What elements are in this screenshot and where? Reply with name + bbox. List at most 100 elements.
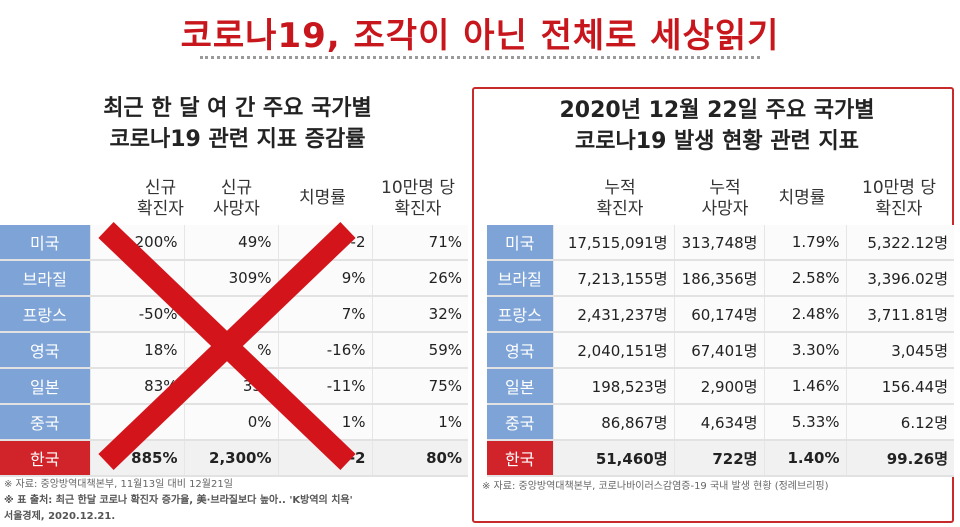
left-header-fatality-rate: 치명률	[280, 188, 365, 209]
left-table-source: ※ 표 출처: 최근 한달 코로나 확진자 증가율, 美·브라질보다 높아.. …	[4, 495, 353, 506]
value-cell: 1.40%	[763, 440, 846, 477]
value-cell: 60,174명	[673, 296, 764, 333]
left-table-source-date: 서울경제, 2020.12.21.	[4, 511, 116, 522]
value-cell: 186,356명	[673, 260, 764, 297]
header-line: 치명률	[299, 188, 346, 208]
value-cell: 18%	[89, 332, 184, 369]
value-cell: 2.48%	[763, 296, 846, 333]
table-row: 프랑스 2,431,237명 60,174명 2.48% 3,711.81명	[487, 296, 954, 333]
table-row: 브라질 7,213,155명 186,356명 2.58% 3,396.02명	[487, 260, 954, 297]
table-row: 일본 198,523명 2,900명 1.46% 156.44명	[487, 368, 954, 405]
header-line: 누적	[604, 178, 636, 198]
header-line: 신규	[144, 178, 177, 198]
value-cell: 3,711.81명	[845, 296, 954, 333]
value-cell: 3.30%	[763, 332, 846, 369]
table-row: 영국 2,040,151명 67,401명 3.30% 3,045명	[487, 332, 954, 369]
right-title-line2: 코로나19 발생 현황 관련 지표	[575, 129, 859, 154]
left-title-line2: 코로나19 관련 지표 증감률	[109, 127, 366, 152]
main-title: 코로나19, 조각이 아닌 전체로 세상읽기	[180, 16, 780, 56]
red-x-mark-icon	[98, 222, 356, 470]
value-cell: 3,396.02명	[845, 260, 954, 297]
value-cell: 71%	[371, 225, 468, 261]
country-cell: 중국	[487, 404, 553, 441]
value-cell: 309%	[183, 260, 278, 297]
value-cell: -16%	[277, 332, 372, 369]
value-cell: 59%	[371, 332, 468, 369]
title-dotted-rule	[200, 56, 760, 59]
value-cell: 3,045명	[845, 332, 954, 369]
value-cell: 1.79%	[763, 225, 846, 261]
country-cell: 브라질	[0, 260, 90, 297]
value-cell: 67,401명	[673, 332, 764, 369]
country-cell: 브라질	[487, 260, 553, 297]
value-cell: 49%	[183, 225, 278, 261]
value-cell: 26%	[371, 260, 468, 297]
value-cell: 1.46%	[763, 368, 846, 405]
value-cell: 2,431,237명	[552, 296, 674, 333]
header-line: 확진자	[394, 199, 442, 219]
value-cell: 80%	[371, 440, 468, 477]
value-cell: 99.26명	[845, 440, 954, 477]
value-cell: 6.12명	[845, 404, 954, 441]
country-cell: 한국	[487, 440, 553, 477]
right-source-note: ※ 자료: 중앙방역대책본부, 코로나바이러스감염증-19 국내 발생 현황 (…	[482, 481, 829, 492]
value-cell: 7,213,155명	[552, 260, 674, 297]
left-panel-title: 최근 한 달 여 간 주요 국가별 코로나19 관련 지표 증감률	[10, 93, 465, 155]
value-cell: 75%	[371, 368, 468, 405]
right-panel-title: 2020년 12월 22일 주요 국가별 코로나19 발생 현황 관련 지표	[478, 95, 956, 157]
value-cell: -2	[277, 440, 372, 477]
header-line: 누적	[709, 178, 741, 198]
header-line: 치명률	[778, 188, 826, 208]
header-line: 확진자	[875, 199, 923, 219]
country-cell: 한국	[0, 440, 90, 477]
value-cell: 32%	[371, 296, 468, 333]
value-cell: 2,040,151명	[552, 332, 674, 369]
country-cell: 프랑스	[0, 296, 90, 333]
header-line: 확진자	[137, 199, 184, 219]
value-cell: 2.58%	[763, 260, 846, 297]
value-cell: 7%	[277, 296, 372, 333]
value-cell: 722명	[673, 440, 764, 477]
value-cell: 313,748명	[673, 225, 764, 261]
right-header-per-100k: 10만명 당 확진자	[846, 178, 952, 220]
value-cell: 156.44명	[845, 368, 954, 405]
header-line: 사망자	[213, 199, 260, 219]
left-header-per-100k: 10만명 당 확진자	[368, 178, 468, 220]
right-table: 미국 17,515,091명 313,748명 1.79% 5,322.12명 브라질 7,…	[487, 225, 954, 477]
value-cell: 51,460명	[552, 440, 674, 477]
value-cell: 1%	[371, 404, 468, 441]
right-header-total-deaths: 누적 사망자	[680, 178, 770, 220]
country-cell: 프랑스	[487, 296, 553, 333]
value-cell: 0%	[183, 404, 278, 441]
header-line: 확진자	[596, 199, 644, 219]
value-cell: 2,900명	[673, 368, 764, 405]
value-cell: 17,515,091명	[552, 225, 674, 261]
country-cell: 일본	[0, 368, 90, 405]
left-title-line1: 최근 한 달 여 간 주요 국가별	[103, 96, 372, 121]
country-cell: 영국	[0, 332, 90, 369]
header-line: 10만명 당	[381, 178, 455, 198]
country-cell: 미국	[0, 225, 90, 261]
table-row: 한국 51,460명 722명 1.40% 99.26명	[487, 440, 954, 477]
header-line: 10만명 당	[862, 178, 936, 198]
value-cell: 5.33%	[763, 404, 846, 441]
country-cell: 일본	[487, 368, 553, 405]
country-cell: 영국	[487, 332, 553, 369]
table-row: 미국 17,515,091명 313,748명 1.79% 5,322.12명	[487, 225, 954, 261]
left-header-new-cases: 신규 확진자	[118, 178, 203, 220]
country-cell: 중국	[0, 404, 90, 441]
right-title-line1: 2020년 12월 22일 주요 국가별	[559, 98, 875, 123]
value-cell: 4,634명	[673, 404, 764, 441]
value-cell: 5,322.12명	[845, 225, 954, 261]
value-cell: 2,300%	[183, 440, 278, 477]
value-cell: -11%	[277, 368, 372, 405]
country-cell: 미국	[487, 225, 553, 261]
right-header-fatality-rate: 치명률	[762, 188, 842, 209]
table-row: 중국 86,867명 4,634명 5.33% 6.12명	[487, 404, 954, 441]
value-cell: 83%	[89, 368, 184, 405]
left-source-note: ※ 자료: 중앙방역대책본부, 11월13일 대비 12월21일	[4, 479, 233, 490]
value-cell: 86,867명	[552, 404, 674, 441]
header-line: 신규	[220, 178, 253, 198]
left-header-new-deaths: 신규 사망자	[194, 178, 279, 220]
value-cell: 198,523명	[552, 368, 674, 405]
